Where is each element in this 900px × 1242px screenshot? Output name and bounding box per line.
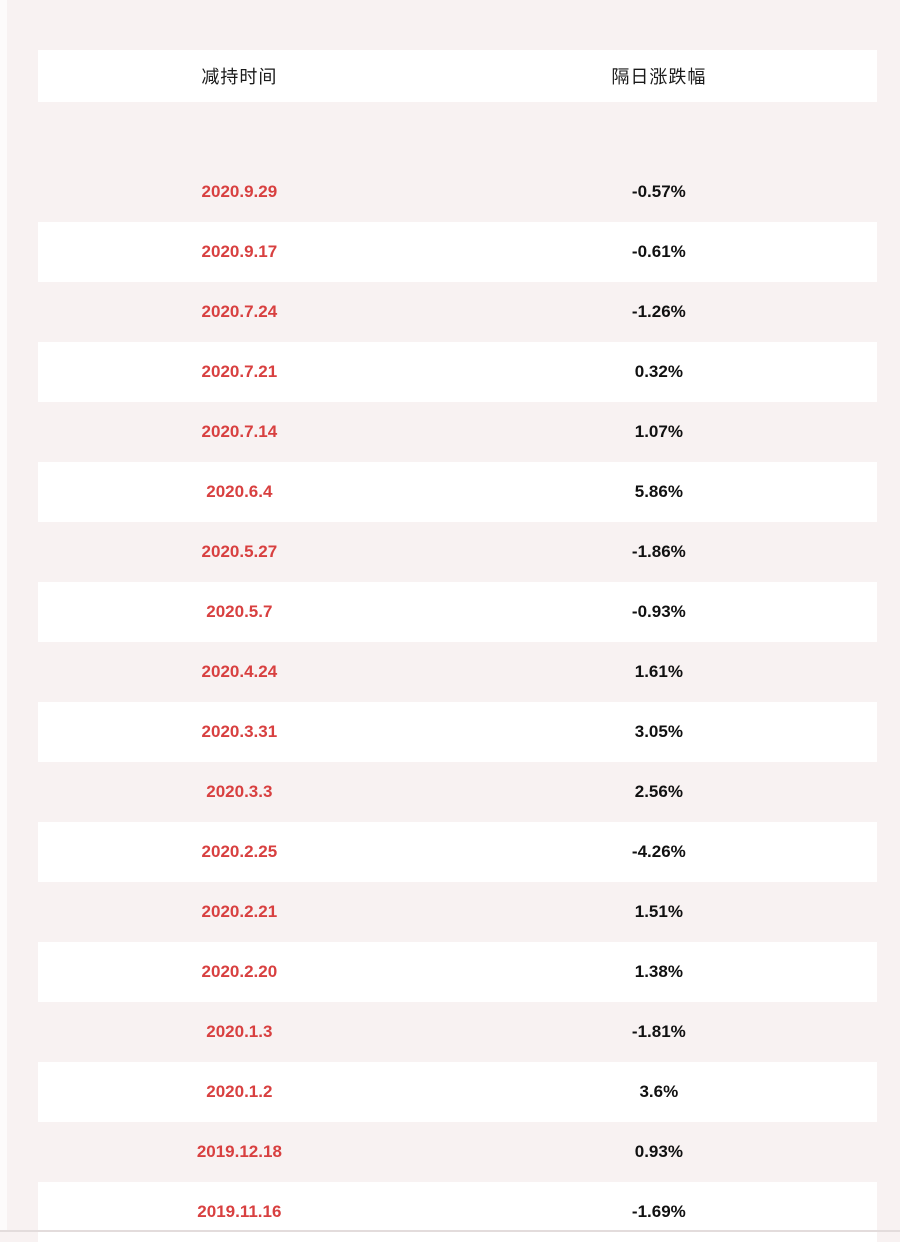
column-header-reduction-date: 减持时间 bbox=[201, 67, 278, 87]
reduction-date: 2020.9.29 bbox=[201, 182, 278, 201]
next-day-change: 1.51% bbox=[634, 902, 683, 921]
next-day-change bbox=[441, 102, 877, 162]
table-row: 2019.12.18 0.93% bbox=[38, 1122, 877, 1182]
table-row: 2020.3.31 3.05% bbox=[38, 702, 877, 762]
next-day-change: -0.93% bbox=[631, 602, 686, 621]
reduction-date: 2020.9.17 bbox=[201, 242, 278, 261]
next-day-change: -0.61% bbox=[631, 242, 686, 261]
table-row: 2020.1.3 -1.81% bbox=[38, 1002, 877, 1062]
table-row: 2020.9.29 -0.57% bbox=[38, 162, 877, 222]
page-left-margin-strip bbox=[0, 0, 7, 1232]
next-day-change: 3.6% bbox=[639, 1082, 679, 1101]
next-day-change: 1.38% bbox=[634, 962, 683, 981]
column-header-next-day-change: 隔日涨跌幅 bbox=[611, 67, 707, 87]
table-row: 2020.3.3 2.56% bbox=[38, 762, 877, 822]
reduction-date: 2020.5.7 bbox=[206, 602, 273, 621]
table-row: 2020.7.24 -1.26% bbox=[38, 282, 877, 342]
next-day-change: -4.26% bbox=[631, 842, 686, 861]
next-day-change: 0.32% bbox=[634, 362, 683, 381]
reduction-date: 2020.5.27 bbox=[201, 542, 278, 561]
next-day-change: 1.07% bbox=[634, 422, 683, 441]
next-day-change: -1.86% bbox=[631, 542, 686, 561]
table-row: 2020.1.2 3.6% bbox=[38, 1062, 877, 1122]
reduction-date: 2019.12.18 bbox=[196, 1142, 282, 1161]
table-row: 2020.2.25 -4.26% bbox=[38, 822, 877, 882]
table-row: 2020.7.14 1.07% bbox=[38, 402, 877, 462]
table-header-row: 减持时间 隔日涨跌幅 bbox=[38, 50, 877, 102]
reduction-date: 2020.2.20 bbox=[201, 962, 278, 981]
reduction-date: 2020.7.21 bbox=[201, 362, 278, 381]
reduction-change-table: 减持时间 隔日涨跌幅 2020.9.29 -0.57% 2020.9.17 -0… bbox=[38, 50, 877, 1242]
reduction-date: 2020.7.24 bbox=[201, 302, 278, 321]
bottom-edge-line bbox=[0, 1230, 900, 1232]
next-day-change: -1.69% bbox=[631, 1202, 686, 1221]
next-day-change: 0.93% bbox=[634, 1142, 683, 1161]
next-day-change: 1.61% bbox=[634, 662, 683, 681]
table-row: 2020.4.24 1.61% bbox=[38, 642, 877, 702]
table-row bbox=[38, 102, 877, 162]
table-row: 2019.11.16 -1.69% bbox=[38, 1182, 877, 1242]
reduction-date: 2020.2.25 bbox=[201, 842, 278, 861]
reduction-date: 2020.4.24 bbox=[201, 662, 278, 681]
table-row: 2020.2.21 1.51% bbox=[38, 882, 877, 942]
next-day-change: 3.05% bbox=[634, 722, 683, 741]
table-row: 2020.9.17 -0.61% bbox=[38, 222, 877, 282]
table-row: 2020.5.7 -0.93% bbox=[38, 582, 877, 642]
reduction-date: 2020.1.3 bbox=[206, 1022, 273, 1041]
table-row: 2020.7.21 0.32% bbox=[38, 342, 877, 402]
reduction-date: 2020.3.31 bbox=[201, 722, 278, 741]
next-day-change: -1.81% bbox=[631, 1022, 686, 1041]
next-day-change: -1.26% bbox=[631, 302, 686, 321]
next-day-change: -0.57% bbox=[631, 182, 686, 201]
reduction-date: 2020.2.21 bbox=[201, 902, 278, 921]
table-row: 2020.5.27 -1.86% bbox=[38, 522, 877, 582]
reduction-date: 2020.1.2 bbox=[206, 1082, 273, 1101]
reduction-date bbox=[38, 102, 441, 162]
reduction-date: 2020.3.3 bbox=[206, 782, 273, 801]
table-row: 2020.2.20 1.38% bbox=[38, 942, 877, 1002]
next-day-change: 5.86% bbox=[634, 482, 683, 501]
table-row: 2020.6.4 5.86% bbox=[38, 462, 877, 522]
reduction-date: 2020.6.4 bbox=[206, 482, 273, 501]
reduction-date: 2019.11.16 bbox=[197, 1202, 282, 1221]
next-day-change: 2.56% bbox=[634, 782, 683, 801]
reduction-date: 2020.7.14 bbox=[201, 422, 278, 441]
